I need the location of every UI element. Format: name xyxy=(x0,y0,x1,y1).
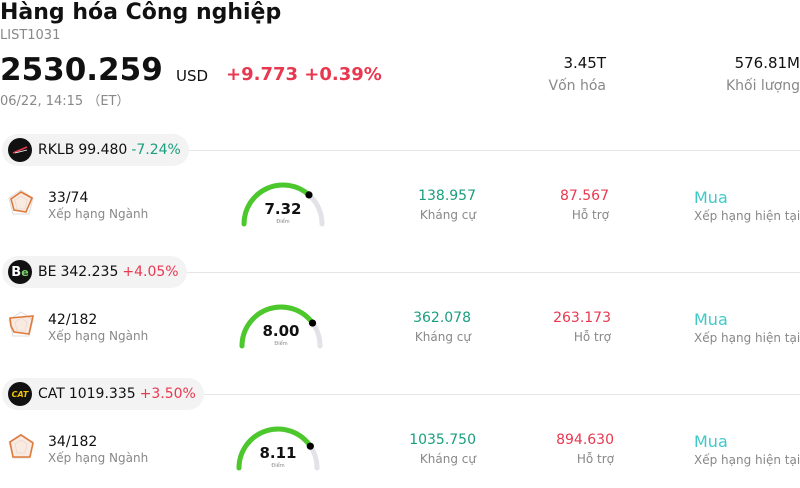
current-rating: Mua xyxy=(694,432,728,451)
score-gauge-marker xyxy=(305,191,313,199)
score-gauge: 8.11 Điểm xyxy=(236,426,320,471)
support-value: 894.630 xyxy=(556,432,614,448)
stock-pct-change: -7.24% xyxy=(131,142,181,158)
score-gauge-fill xyxy=(239,304,316,349)
resistance-value: 138.957 xyxy=(418,188,476,204)
score-gauge-marker xyxy=(308,319,317,327)
stock-price: 1019.335 xyxy=(68,386,136,402)
industry-rank: 42/182 xyxy=(48,312,98,328)
index-price: 2530.259 xyxy=(0,52,163,88)
volume-stat: 576.81M Khối lượng xyxy=(726,54,800,94)
rklb-logo-icon xyxy=(8,138,32,162)
stock-row-rklb[interactable]: RKLB 99.480 -7.24% 33/74 Xếp hạng Ngành … xyxy=(0,134,800,254)
row-divider xyxy=(184,272,800,273)
current-rating: Mua xyxy=(694,188,728,207)
industry-rank-label: Xếp hạng Ngành xyxy=(48,207,149,221)
current-rating-label: Xếp hạng hiện tại xyxy=(694,453,800,467)
stock-chip-rklb[interactable]: RKLB 99.480 -7.24% xyxy=(2,134,189,166)
score-label: Điểm xyxy=(276,218,289,225)
market-cap-value: 3.45T xyxy=(563,54,606,72)
industry-rank-radar-icon xyxy=(8,433,34,459)
resistance-label: Kháng cự xyxy=(419,452,476,466)
score-label: Điểm xyxy=(274,340,287,347)
industry-rank-label: Xếp hạng Ngành xyxy=(48,329,149,343)
score-gauge-fill xyxy=(236,426,313,471)
stock-symbol: RKLB xyxy=(38,142,75,158)
current-rating-label: Xếp hạng hiện tại xyxy=(694,331,800,345)
stock-pct-change: +4.05% xyxy=(122,264,179,280)
score-gauge-marker xyxy=(306,442,314,450)
market-cap-label: Vốn hóa xyxy=(548,78,606,94)
currency-label: USD xyxy=(176,67,209,85)
cat-logo-icon: CAT xyxy=(8,382,32,406)
industry-rank: 34/182 xyxy=(48,434,98,450)
industry-rank-label: Xếp hạng Ngành xyxy=(48,451,149,465)
stock-pct-change: +3.50% xyxy=(139,386,196,402)
stock-price: 342.235 xyxy=(60,264,119,280)
stock-price: 99.480 xyxy=(78,142,128,158)
list-code: LIST1031 xyxy=(0,28,61,43)
industry-rank: 33/74 xyxy=(48,190,89,206)
score-gauge-fill xyxy=(241,182,312,227)
row-divider xyxy=(186,150,800,151)
row-divider xyxy=(202,394,800,395)
score-gauge: 8.00 Điểm xyxy=(239,304,323,349)
resistance-value: 1035.750 xyxy=(409,432,476,448)
support-label: Hỗ trợ xyxy=(573,330,611,344)
support-value: 263.173 xyxy=(553,310,611,326)
stock-row-cat[interactable]: CAT CAT 1019.335 +3.50% 34/182 Xếp hạng … xyxy=(0,378,800,488)
stock-symbol: BE xyxy=(38,264,57,280)
market-cap-stat: 3.45T Vốn hóa xyxy=(549,54,606,94)
score-value: 7.32 xyxy=(264,200,301,218)
stock-chip-cat[interactable]: CAT CAT 1019.335 +3.50% xyxy=(2,378,204,410)
score-value: 8.00 xyxy=(262,322,299,340)
index-change: +9.773 +0.39% xyxy=(226,64,382,85)
resistance-label: Kháng cự xyxy=(419,208,476,222)
current-rating-label: Xếp hạng hiện tại xyxy=(694,209,800,223)
volume-label: Khối lượng xyxy=(725,78,800,94)
resistance-label: Kháng cự xyxy=(414,330,471,344)
industry-rank-radar-icon xyxy=(8,311,35,337)
stock-symbol: CAT xyxy=(38,386,65,402)
score-gauge: 7.32 Điểm xyxy=(241,182,325,227)
volume-value: 576.81M xyxy=(734,54,800,72)
score-value: 8.11 xyxy=(259,444,296,462)
industry-rank-radar-icon xyxy=(8,189,34,215)
support-label: Hỗ trợ xyxy=(571,208,609,222)
support-value: 87.567 xyxy=(560,188,609,204)
support-label: Hỗ trợ xyxy=(576,452,614,466)
resistance-value: 362.078 xyxy=(413,310,471,326)
timestamp: 06/22, 14:15 （ET） xyxy=(0,94,130,109)
page-title: Hàng hóa Công nghiệp xyxy=(0,0,282,25)
current-rating: Mua xyxy=(694,310,728,329)
score-label: Điểm xyxy=(271,462,284,469)
